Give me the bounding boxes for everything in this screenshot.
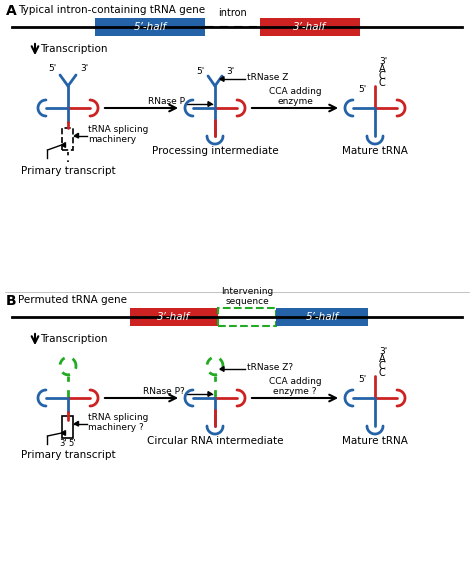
Text: CCA adding
enzyme: CCA adding enzyme bbox=[269, 87, 321, 106]
Bar bbox=[260, 18, 360, 36]
Bar bbox=[276, 308, 368, 326]
Text: tRNase Z?: tRNase Z? bbox=[247, 363, 293, 373]
Text: 3': 3' bbox=[60, 439, 67, 448]
Text: A: A bbox=[6, 4, 17, 18]
Text: A: A bbox=[379, 354, 386, 364]
Polygon shape bbox=[220, 367, 224, 371]
Text: A: A bbox=[379, 64, 386, 74]
Bar bbox=[130, 308, 218, 326]
Polygon shape bbox=[62, 143, 65, 147]
Text: RNase P?: RNase P? bbox=[143, 388, 185, 396]
Text: Transcription: Transcription bbox=[40, 44, 108, 54]
Text: Circular RNA intermediate: Circular RNA intermediate bbox=[147, 436, 283, 446]
Text: 5': 5' bbox=[359, 85, 367, 93]
Text: intron: intron bbox=[218, 8, 247, 18]
Text: Primary transcript: Primary transcript bbox=[21, 166, 115, 176]
Bar bbox=[63, 128, 73, 150]
Text: tRNA splicing
machinery ?: tRNA splicing machinery ? bbox=[89, 413, 149, 433]
Text: C: C bbox=[379, 78, 386, 88]
Text: Mature tRNA: Mature tRNA bbox=[342, 146, 408, 156]
Text: 5': 5' bbox=[196, 67, 204, 76]
Text: tRNase Z: tRNase Z bbox=[247, 73, 288, 83]
Text: 3’-half: 3’-half bbox=[293, 22, 327, 32]
Polygon shape bbox=[74, 134, 79, 138]
Text: CCA adding
enzyme ?: CCA adding enzyme ? bbox=[269, 377, 321, 396]
Bar bbox=[218, 308, 276, 326]
Text: 5’-half: 5’-half bbox=[134, 22, 166, 32]
Text: 3’-half: 3’-half bbox=[157, 312, 191, 322]
Text: C: C bbox=[379, 361, 386, 371]
Text: Intervening
sequence: Intervening sequence bbox=[221, 287, 273, 306]
Text: C: C bbox=[379, 368, 386, 378]
Text: B: B bbox=[6, 294, 17, 308]
Text: 5': 5' bbox=[69, 439, 76, 448]
Text: 3': 3' bbox=[226, 67, 234, 76]
Text: RNase P: RNase P bbox=[148, 97, 185, 107]
Polygon shape bbox=[74, 422, 79, 426]
Text: C: C bbox=[379, 71, 386, 81]
Text: 5': 5' bbox=[48, 64, 56, 73]
Polygon shape bbox=[62, 431, 65, 436]
Text: Primary transcript: Primary transcript bbox=[21, 450, 115, 460]
Bar bbox=[63, 416, 73, 438]
Polygon shape bbox=[208, 101, 212, 107]
Text: Permuted tRNA gene: Permuted tRNA gene bbox=[18, 295, 127, 305]
Polygon shape bbox=[208, 392, 212, 396]
Text: Transcription: Transcription bbox=[40, 335, 108, 345]
Polygon shape bbox=[220, 76, 224, 82]
Text: tRNA splicing
machinery: tRNA splicing machinery bbox=[89, 125, 149, 145]
Bar bbox=[95, 18, 205, 36]
Text: 3': 3' bbox=[80, 64, 88, 73]
Text: 3': 3' bbox=[379, 58, 387, 66]
Text: Mature tRNA: Mature tRNA bbox=[342, 436, 408, 446]
Text: 3': 3' bbox=[379, 347, 387, 356]
Text: Processing intermediate: Processing intermediate bbox=[152, 146, 278, 156]
Text: 5’-half: 5’-half bbox=[305, 312, 338, 322]
Text: 5': 5' bbox=[359, 374, 367, 384]
Text: Typical intron-containing tRNA gene: Typical intron-containing tRNA gene bbox=[18, 5, 205, 15]
